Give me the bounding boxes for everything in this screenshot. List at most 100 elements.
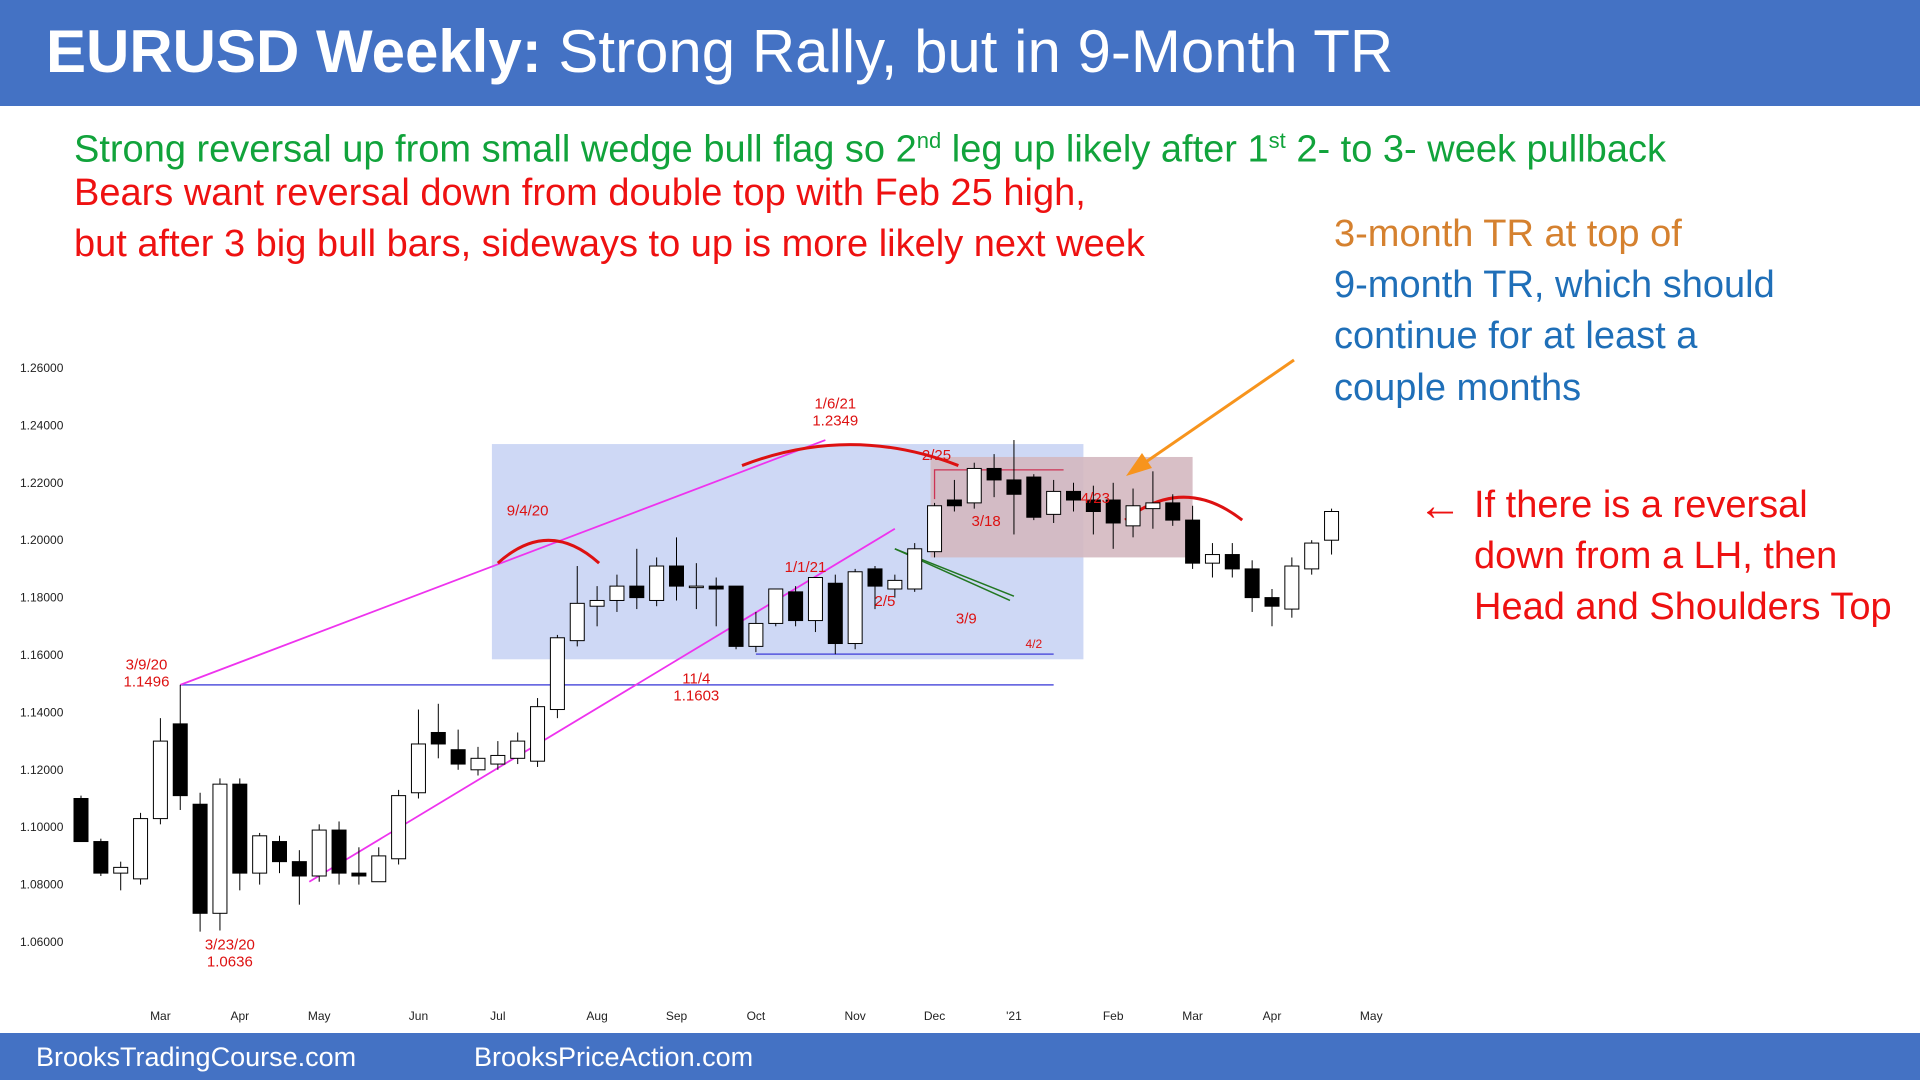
candle-body-33 xyxy=(728,585,744,647)
arrow-head-icon xyxy=(1126,453,1152,476)
candle-body-39 xyxy=(847,571,863,645)
candle-body-11 xyxy=(291,861,307,877)
tr-note-line-2: 9-month TR, which should xyxy=(1334,264,1775,306)
annotation-value-0: 1.1496 xyxy=(124,673,170,690)
candle-body-38 xyxy=(827,582,843,645)
candle-body-42 xyxy=(907,548,923,590)
note-line-2: Bears want reversal down from double top… xyxy=(74,172,1086,214)
candle-body-24 xyxy=(549,637,565,711)
feb25-high-line xyxy=(933,469,1064,500)
note-line-3: but after 3 big bull bars, sideways to u… xyxy=(74,223,1145,265)
arrow-line xyxy=(1139,358,1295,468)
annotation-value-3: 1.1603 xyxy=(673,687,719,704)
note-line-1a: Strong reversal up from small wedge bull… xyxy=(74,128,917,171)
candle-body-4 xyxy=(152,740,168,820)
x-tick-2: May xyxy=(308,1009,331,1023)
candle-body-17 xyxy=(410,743,426,794)
note-line-1c: 2- to 3- week pullback xyxy=(1285,128,1666,171)
x-tick-5: Aug xyxy=(586,1009,607,1023)
candle-body-15 xyxy=(371,855,387,883)
note-sup-nd: nd xyxy=(916,128,942,153)
candle-body-8 xyxy=(232,783,248,874)
candle-body-40 xyxy=(867,568,883,587)
tr-note-line-4: couple months xyxy=(1334,367,1582,409)
candle-body-61 xyxy=(1284,565,1300,610)
wedge-upper-line xyxy=(179,439,826,686)
candle-body-14 xyxy=(351,872,367,877)
x-tick-7: Oct xyxy=(747,1009,766,1023)
x-tick-10: '21 xyxy=(1006,1009,1022,1023)
footer-bar xyxy=(0,1033,1920,1080)
candle-body-36 xyxy=(788,591,804,622)
candle-body-56 xyxy=(1185,519,1201,564)
candle-body-50 xyxy=(1066,490,1081,501)
y-tick-2: 1.22000 xyxy=(20,476,64,490)
x-tick-13: Apr xyxy=(1263,1009,1282,1023)
annotation-label-9: 3/9 xyxy=(956,610,977,627)
candle-body-21 xyxy=(490,754,506,765)
candle-body-5 xyxy=(172,723,188,797)
annotation-label-4: 1/6/21 xyxy=(814,396,856,413)
x-tick-14: May xyxy=(1360,1009,1383,1023)
candle-body-55 xyxy=(1165,502,1181,521)
y-tick-5: 1.16000 xyxy=(20,648,64,662)
candle-body-51 xyxy=(1085,499,1101,512)
y-tick-10: 1.06000 xyxy=(20,935,64,949)
x-tick-9: Dec xyxy=(924,1009,945,1023)
candle-body-46 xyxy=(986,467,1002,481)
candle-body-12 xyxy=(311,829,327,877)
candle-body-62 xyxy=(1304,542,1320,570)
candle-body-6 xyxy=(192,803,208,914)
candle-body-43 xyxy=(927,505,943,553)
candle-body-13 xyxy=(331,829,347,874)
candle-body-47 xyxy=(1006,479,1022,495)
annotation-label-3: 11/4 xyxy=(682,670,710,687)
candle-body-59 xyxy=(1244,568,1260,599)
candle-body-34 xyxy=(748,622,764,647)
annotation-label-6: 2/5 xyxy=(874,593,895,610)
hs-arrow-icon: ← xyxy=(1418,481,1462,530)
candle-body-29 xyxy=(649,565,665,601)
x-tick-4: Jul xyxy=(490,1009,505,1023)
candle-body-54 xyxy=(1145,502,1161,510)
candle-body-53 xyxy=(1125,505,1141,527)
wedge-lower-line xyxy=(308,527,896,883)
candle-body-32 xyxy=(708,585,724,590)
candle-body-49 xyxy=(1046,490,1062,515)
y-tick-6: 1.14000 xyxy=(20,705,64,719)
candle-body-35 xyxy=(768,588,784,624)
candle-body-27 xyxy=(609,585,625,601)
candle-body-41 xyxy=(887,579,903,590)
tr-note-line-3: continue for at least a xyxy=(1334,315,1698,357)
candle-body-1 xyxy=(93,841,109,874)
candle-body-10 xyxy=(272,841,287,863)
footer-right: BrooksPriceAction.com xyxy=(474,1042,754,1072)
x-tick-11: Feb xyxy=(1103,1009,1124,1023)
arc-jan-top xyxy=(741,443,959,467)
candle-body-0 xyxy=(73,798,89,843)
candle-body-7 xyxy=(212,783,228,914)
y-tick-4: 1.18000 xyxy=(20,591,64,605)
x-tick-6: Sep xyxy=(666,1009,688,1023)
footer-left: BrooksTradingCourse.com xyxy=(36,1042,357,1072)
candle-body-3 xyxy=(133,818,149,880)
note-line-1: Strong reversal up from small wedge bull… xyxy=(74,118,1666,173)
candle-body-26 xyxy=(589,599,605,607)
y-tick-8: 1.10000 xyxy=(20,820,64,834)
candle-body-58 xyxy=(1224,554,1240,570)
candle-body-25 xyxy=(569,602,585,642)
candle-body-44 xyxy=(946,499,962,507)
x-tick-12: Mar xyxy=(1182,1009,1203,1023)
hs-note-line-1: If there is a reversal xyxy=(1474,484,1808,526)
annotation-label-2: 9/4/20 xyxy=(507,503,549,520)
x-tick-3: Jun xyxy=(409,1009,428,1023)
candle-body-9 xyxy=(252,835,268,874)
hs-note-line-2: down from a LH, then xyxy=(1474,535,1838,577)
candle-body-22 xyxy=(510,740,526,759)
title-bold: EURUSD Weekly: xyxy=(46,18,542,85)
candle-body-30 xyxy=(669,565,684,587)
candle-body-18 xyxy=(430,731,446,745)
annotation-value-4: 1.2349 xyxy=(812,413,858,430)
annotation-label-7: 2/25 xyxy=(922,447,951,464)
